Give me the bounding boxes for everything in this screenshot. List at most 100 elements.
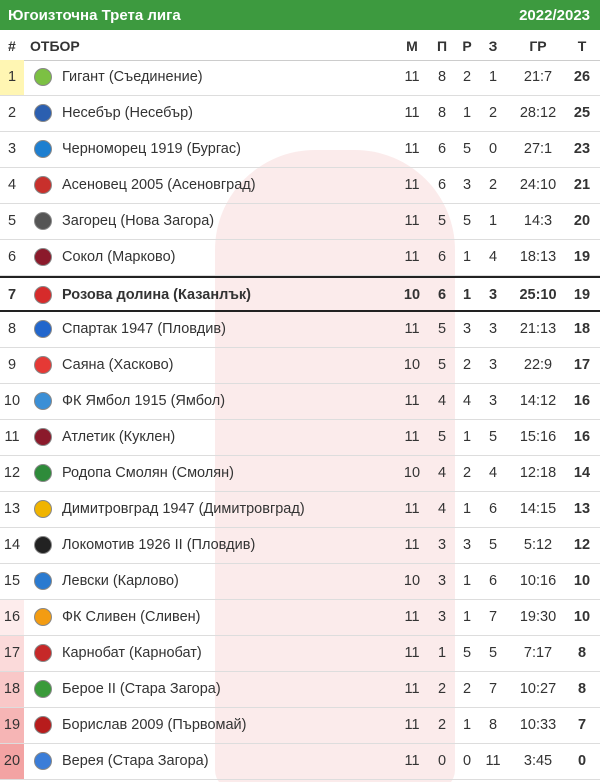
table-row: 19 Борислав 2009 (Първомай) 11 2 1 8 10:33 7 [0, 708, 600, 744]
stat: 5 [462, 141, 472, 157]
stat: 11 [404, 429, 420, 445]
team-logo [34, 356, 52, 374]
rank: 10 [3, 393, 21, 409]
stat: 2 [437, 717, 447, 733]
stat: 7 [577, 717, 587, 733]
stat: 5 [437, 429, 447, 445]
rank-highlight [0, 600, 24, 635]
table-row: 16 ФК Сливен (Сливен) 11 3 1 7 19:30 10 [0, 600, 600, 636]
column-label: М [406, 38, 418, 54]
stat: 11 [404, 69, 420, 85]
stat: 2 [488, 105, 498, 121]
stat: 5 [437, 213, 447, 229]
team-logo [34, 68, 52, 86]
stat: 6 [437, 177, 447, 193]
team-logo [34, 536, 52, 554]
stat: 3 [488, 321, 498, 337]
team-logo [34, 572, 52, 590]
stat: 5 [462, 213, 472, 229]
team-logo [34, 140, 52, 158]
stat: 23 [573, 141, 591, 157]
stat: 5 [437, 357, 447, 373]
stat: 16 [573, 429, 591, 445]
stat: 3 [488, 287, 498, 303]
stat: 11 [404, 681, 420, 697]
stat: 7 [488, 609, 498, 625]
stat: 6 [488, 573, 498, 589]
stat: 10 [573, 573, 591, 589]
stat: 11 [404, 645, 420, 661]
rank: 13 [3, 501, 21, 517]
stat: 2 [437, 681, 447, 697]
column-label: Р [462, 38, 472, 54]
table-row: 12 Родопа Смолян (Смолян) 10 4 2 4 12:18 14 [0, 456, 600, 492]
rank: 5 [7, 213, 17, 229]
stat: 10:27 [519, 681, 557, 697]
stat: 5 [488, 537, 498, 553]
stat: 21 [573, 177, 591, 193]
stat: 2 [488, 177, 498, 193]
stat: 28:12 [519, 105, 557, 121]
stat: 3:45 [523, 753, 553, 769]
stat: 1 [488, 69, 498, 85]
rank: 4 [7, 177, 17, 193]
stat: 5:12 [523, 537, 553, 553]
stat: 1 [462, 249, 472, 265]
column-label: З [488, 38, 498, 54]
team-name: Загорец (Нова Загора) [62, 213, 215, 229]
stat: 4 [488, 465, 498, 481]
stat: 0 [462, 753, 472, 769]
table-row: 14 Локомотив 1926 II (Пловдив) 11 3 3 5 5:12 12 [0, 528, 600, 564]
rank: 16 [3, 609, 21, 625]
table-row: 6 Сокол (Марково) 11 6 1 4 18:13 19 [0, 240, 600, 276]
stat: 3 [462, 537, 472, 553]
stat: 1 [462, 429, 472, 445]
stat: 19 [573, 249, 591, 265]
stat: 14:12 [519, 393, 557, 409]
team-name: ФК Ямбол 1915 (Ямбол) [62, 393, 226, 409]
stat: 21:13 [519, 321, 557, 337]
stat: 4 [437, 465, 447, 481]
team-name: Спартак 1947 (Пловдив) [62, 321, 226, 337]
stat: 2 [462, 357, 472, 373]
table-row: 5 Загорец (Нова Загора) 11 5 5 1 14:3 20 [0, 204, 600, 240]
rank: 11 [4, 429, 20, 445]
stat: 17 [573, 357, 591, 373]
stat: 10 [573, 609, 591, 625]
stat: 1 [462, 609, 472, 625]
rank-highlight [0, 672, 24, 707]
stat: 1 [488, 213, 498, 229]
stat: 7 [488, 681, 498, 697]
rank: 17 [3, 645, 21, 661]
stat: 5 [488, 645, 498, 661]
stat: 14:3 [523, 213, 553, 229]
column-header: # ОТБОР М П Р З ГР Т [0, 30, 600, 61]
stat: 11 [404, 141, 420, 157]
column-label: П [436, 38, 448, 54]
stat: 6 [488, 501, 498, 517]
team-name: Левски (Карлово) [62, 573, 179, 589]
team-logo [34, 248, 52, 266]
stat: 8 [437, 105, 447, 121]
stat: 2 [462, 465, 472, 481]
table-row: 15 Левски (Карлово) 10 3 1 6 10:16 10 [0, 564, 600, 600]
stat: 10 [403, 357, 421, 373]
team-name: ФК Сливен (Сливен) [62, 609, 201, 625]
stat: 25 [573, 105, 591, 121]
stat: 6 [437, 249, 447, 265]
stat: 14 [573, 465, 591, 481]
rank-highlight [0, 744, 24, 779]
stat: 18 [573, 321, 591, 337]
team-name: Несебър (Несебър) [62, 105, 193, 121]
stat: 0 [577, 753, 587, 769]
team-name: Саяна (Хасково) [62, 357, 174, 373]
stat: 10 [403, 573, 421, 589]
rank: 12 [3, 465, 21, 481]
stat: 22:9 [523, 357, 553, 373]
column-label: # [8, 38, 16, 54]
stat: 11 [485, 753, 501, 769]
stat: 11 [404, 501, 420, 517]
stat: 5 [437, 321, 447, 337]
team-name: Розова долина (Казанлък) [62, 287, 251, 303]
